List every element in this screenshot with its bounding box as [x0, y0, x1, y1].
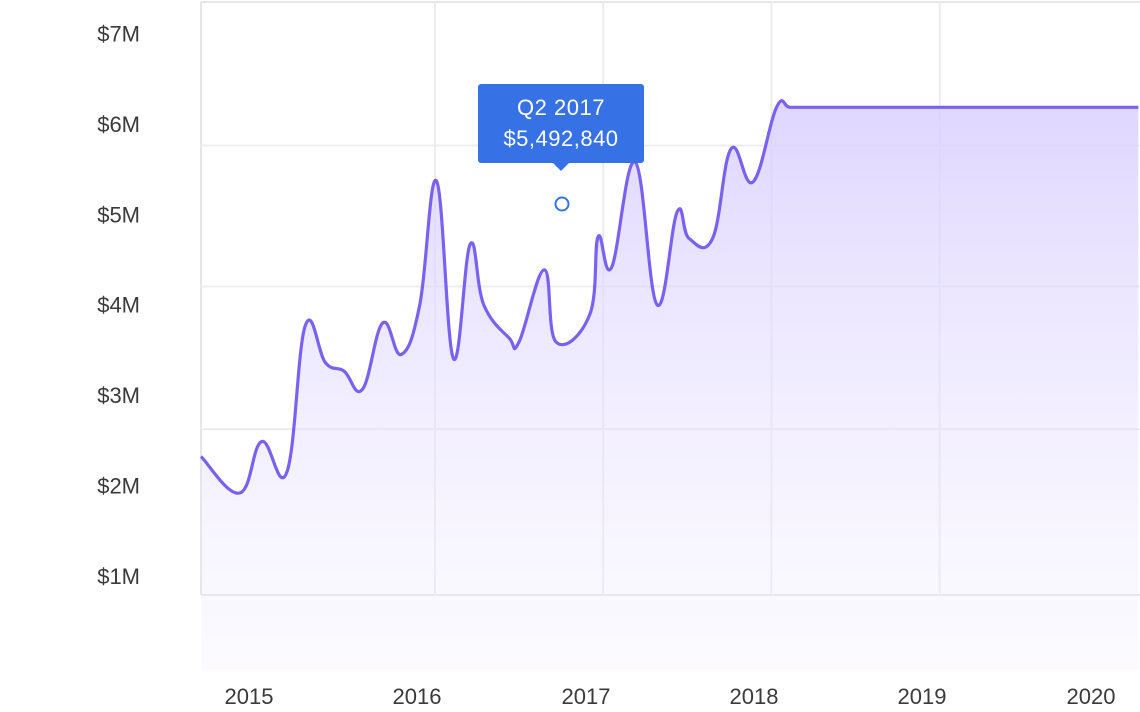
y-tick-label: $4M	[97, 293, 140, 318]
y-tick-label: $2M	[97, 474, 140, 499]
series-line	[199, 99, 1139, 495]
x-tick-label: 2020	[1067, 684, 1116, 709]
highlight-point[interactable]	[554, 196, 570, 212]
y-tick-label: $7M	[97, 22, 140, 47]
x-tick-label: 2016	[393, 684, 442, 709]
x-tick-label: 2015	[225, 684, 274, 709]
y-tick-label: $5M	[97, 202, 140, 227]
data-tooltip: Q2 2017 $5,492,840	[478, 84, 644, 171]
area-fill	[201, 100, 1139, 670]
y-tick-label: $3M	[97, 383, 140, 408]
x-tick-label: 2018	[730, 684, 779, 709]
tooltip-label: Q2 2017	[517, 95, 605, 120]
tooltip-value: $5,492,840	[503, 126, 619, 151]
y-tick-label: $6M	[97, 112, 140, 137]
x-tick-label: 2017	[562, 684, 611, 709]
x-axis: 2015 2016 2017 2018 2019 2020	[225, 684, 1116, 709]
x-tick-label: 2019	[898, 684, 947, 709]
y-tick-label: $1M	[97, 564, 140, 589]
y-axis: $7M $6M $5M $4M $3M $2M $1M	[97, 22, 140, 589]
